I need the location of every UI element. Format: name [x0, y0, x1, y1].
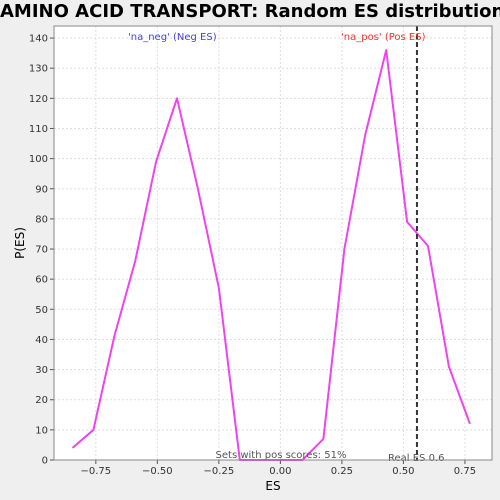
- y-tick-label: 140: [29, 34, 48, 45]
- y-tick-label: 70: [35, 245, 48, 256]
- y-tick-label: 60: [35, 275, 48, 286]
- y-tick-label: 50: [35, 305, 48, 316]
- annotations: 'na_neg' (Neg ES) 'na_pos' (Pos ES) Sets w…: [128, 26, 444, 464]
- real-es-label: Real ES 0.6: [388, 453, 444, 464]
- neg-es-label: 'na_neg' (Neg ES): [128, 32, 217, 43]
- y-tick-label: 20: [35, 395, 48, 406]
- x-axis-title: ES: [265, 479, 280, 493]
- y-tick-label: 10: [35, 425, 48, 436]
- x-tick-label: 0.00: [269, 466, 291, 477]
- y-tick-label: 100: [29, 154, 48, 165]
- y-tick-label: 110: [29, 124, 48, 135]
- x-tick-label: 0.25: [331, 466, 353, 477]
- chart-title: AMINO ACID TRANSPORT: Random ES distribu…: [0, 1, 500, 22]
- x-tick-label: −0.25: [204, 466, 235, 477]
- y-tick-label: 120: [29, 94, 48, 105]
- y-tick-label: 80: [35, 214, 48, 225]
- axes: 0 10 20 30 40 50 60 70 80 90 100 110 120 130 140 −0.75 −…: [29, 25, 493, 477]
- x-tick-label: −0.50: [142, 466, 173, 477]
- y-tick-label: 30: [35, 365, 48, 376]
- y-tick-label: 90: [35, 184, 48, 195]
- y-axis-title: P(ES): [13, 227, 27, 259]
- pos-es-label: 'na_pos' (Pos ES): [341, 32, 426, 43]
- pos-scores-label: Sets with pos scores: 51%: [216, 450, 347, 461]
- y-tick-label: 130: [29, 64, 48, 75]
- x-tick-label: −0.75: [81, 466, 112, 477]
- x-tick-label: 0.75: [454, 466, 476, 477]
- y-tick-label: 0: [42, 456, 48, 467]
- plot-frame: [53, 25, 493, 461]
- x-tick-label: 0.50: [392, 466, 414, 477]
- y-tick-label: 40: [35, 335, 48, 346]
